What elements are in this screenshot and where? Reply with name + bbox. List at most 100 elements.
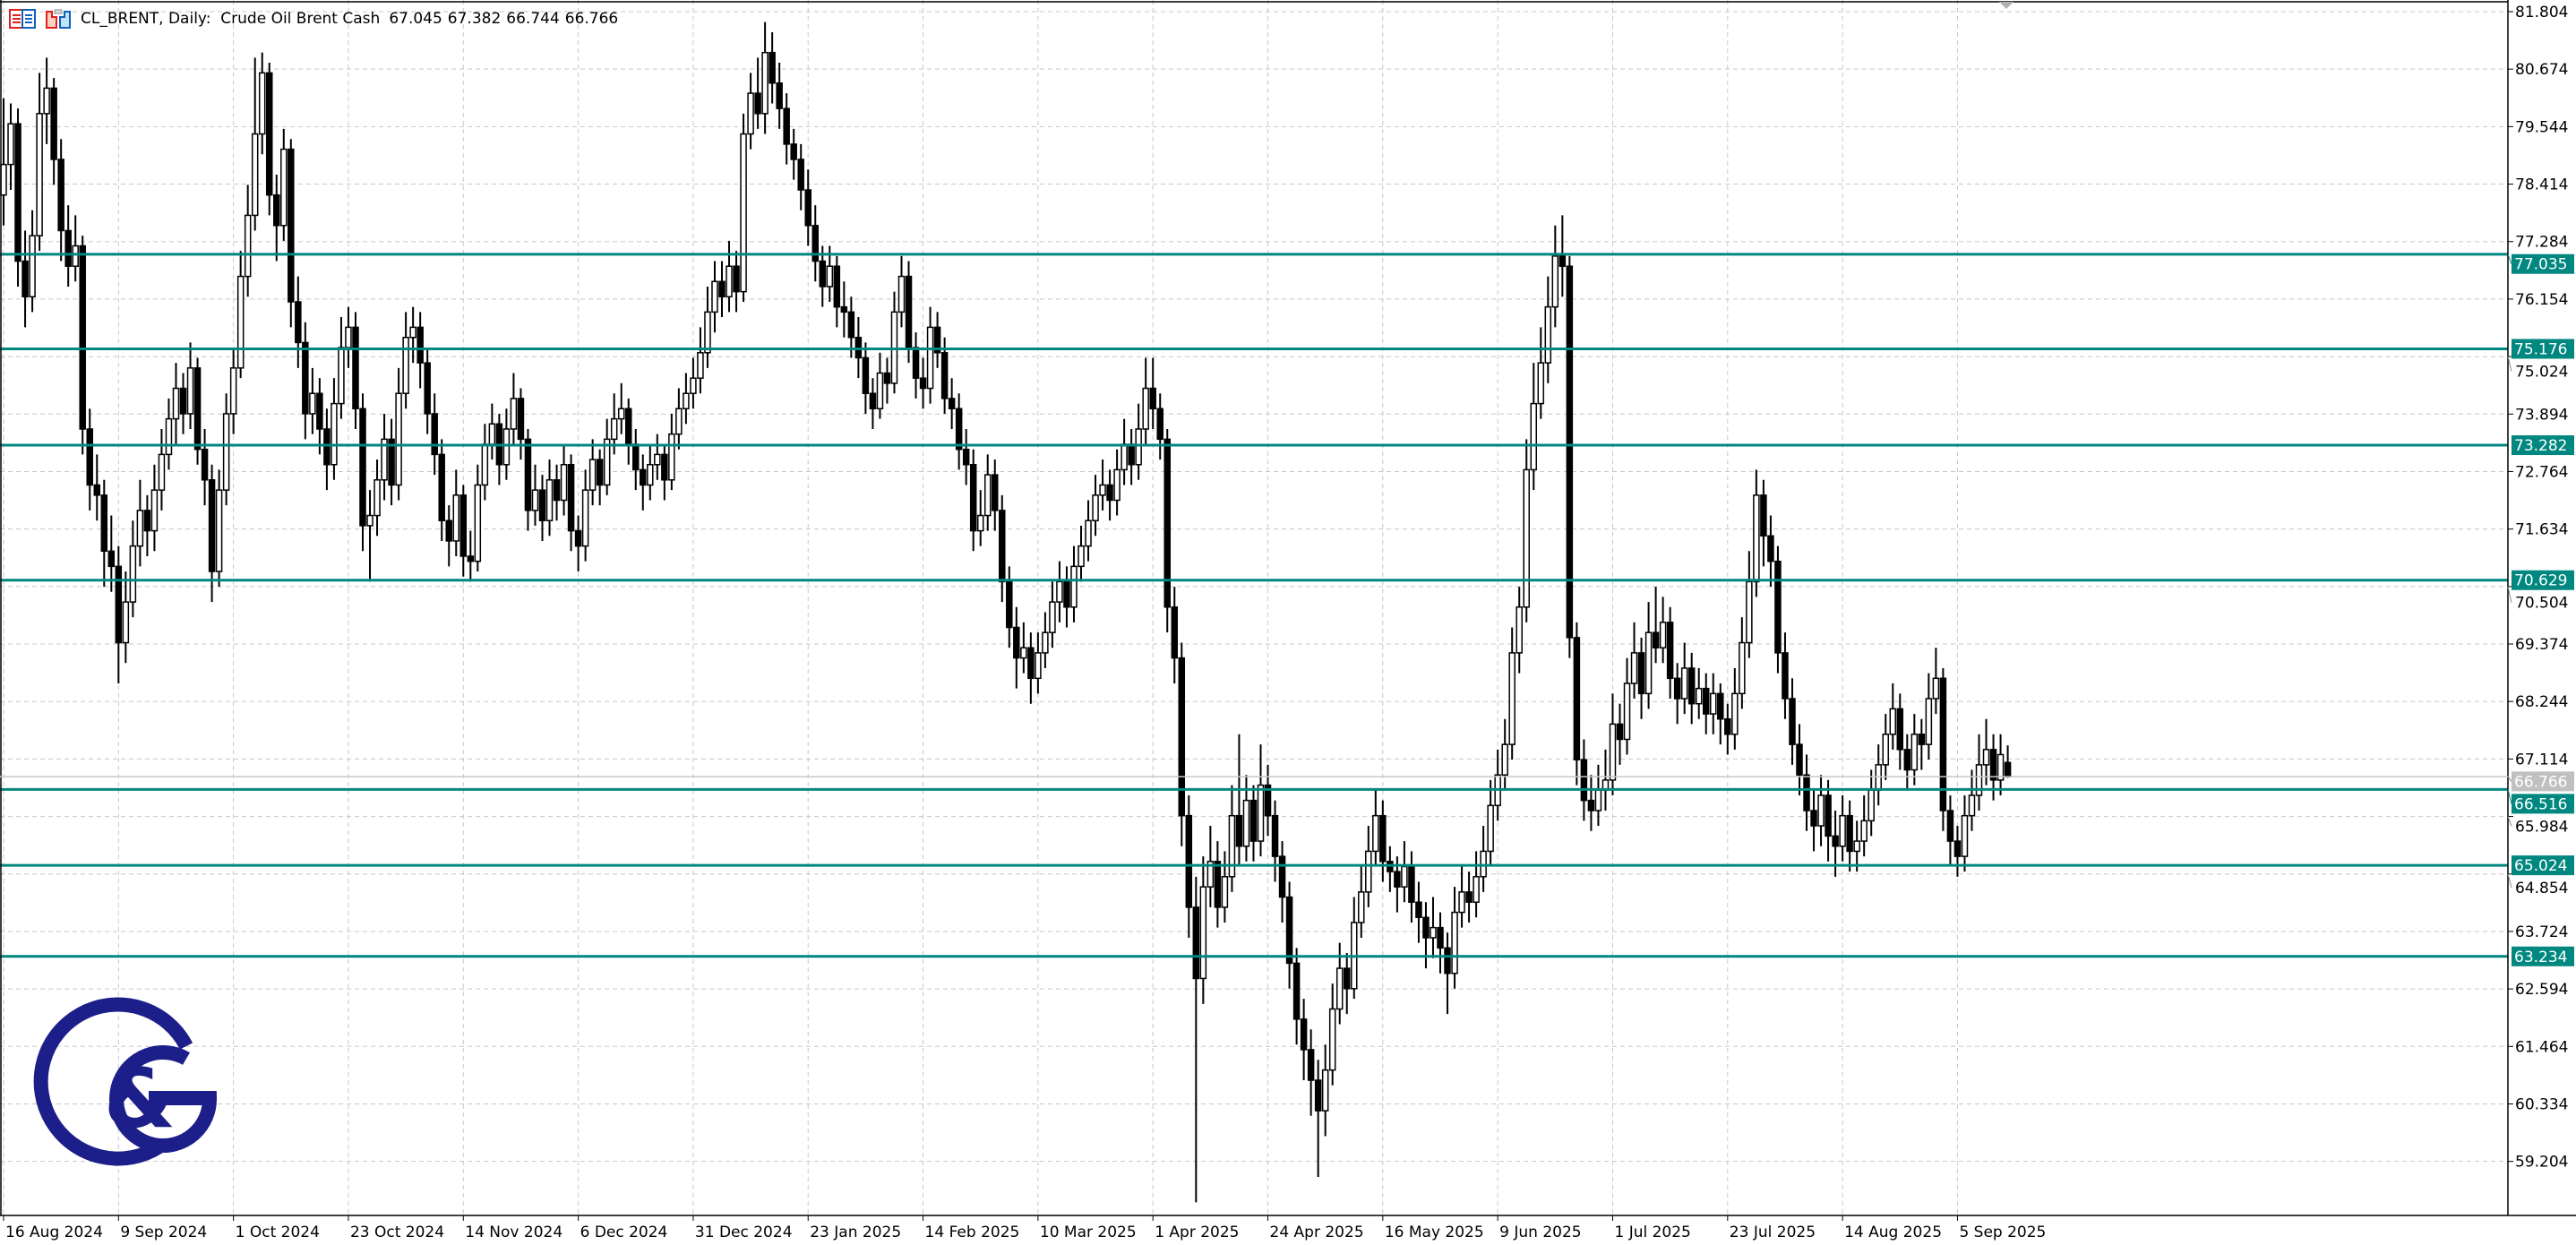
x-tick-label: 1 Jul 2025 [1614, 1224, 1690, 1241]
candle-body [395, 392, 402, 486]
candle-body [273, 193, 280, 227]
candle-body [1566, 265, 1574, 639]
candle [1422, 902, 1430, 969]
candle [1387, 846, 1394, 892]
candle [740, 113, 747, 302]
candle-body [1911, 734, 1919, 771]
candle [222, 393, 230, 506]
candle-body [1300, 1018, 1308, 1051]
candle [29, 210, 36, 313]
candle-body [969, 463, 977, 532]
level-label: 73.282 [2514, 437, 2567, 455]
candle-body [86, 428, 93, 486]
candle [704, 286, 711, 368]
level-label: 66.516 [2514, 795, 2567, 813]
candle [302, 322, 309, 440]
candle-body [381, 438, 388, 481]
y-tick-label: 60.334 [2515, 1095, 2568, 1113]
candle [1782, 632, 1789, 719]
level-label-bg [2512, 253, 2574, 274]
candle [1494, 749, 1501, 821]
candle-body [776, 82, 783, 109]
candle [1868, 769, 1875, 837]
candle-body [661, 453, 668, 481]
candle [776, 63, 783, 129]
candle [431, 393, 438, 476]
candle [1300, 999, 1308, 1081]
candle-body [1989, 749, 1997, 781]
candle-body [1782, 652, 1789, 700]
candle-body [215, 489, 223, 572]
candle-body [1013, 626, 1020, 659]
candle-body [1422, 916, 1430, 939]
y-tick-label: 69.374 [2515, 636, 2568, 654]
order-book-icon[interactable] [9, 9, 36, 29]
candle-body [1702, 687, 1710, 715]
candle [769, 31, 776, 104]
candle [862, 342, 870, 414]
candle [1242, 775, 1250, 862]
candle [581, 469, 589, 562]
candle [409, 306, 416, 364]
candle [1537, 327, 1545, 419]
one-click-trading-icon[interactable] [45, 9, 72, 29]
candle-body [632, 443, 640, 471]
candle [647, 444, 654, 501]
candle [1430, 897, 1437, 958]
candle [474, 464, 482, 572]
candle [640, 454, 647, 511]
candle [1473, 851, 1480, 918]
candle-body [1192, 906, 1200, 980]
candle [1796, 724, 1803, 795]
candle-body [107, 550, 116, 568]
candle-body [1846, 814, 1853, 853]
candle [1278, 841, 1286, 923]
candle [1630, 622, 1638, 700]
candle-body [1731, 692, 1739, 735]
y-tick-label: 67.114 [2515, 751, 2568, 768]
candle [567, 454, 575, 552]
candle-body [1221, 876, 1229, 908]
candle-body [1868, 789, 1875, 822]
candle [1063, 566, 1070, 628]
candle-body [1573, 637, 1581, 760]
candle-body [1767, 535, 1774, 562]
candle-body [150, 489, 159, 532]
candle [790, 128, 797, 180]
candle-body [933, 326, 941, 354]
candle [876, 352, 884, 419]
candle [57, 139, 64, 262]
candle-body [596, 459, 604, 486]
candle-body [467, 555, 475, 562]
candle-body [424, 362, 431, 415]
candle [1875, 744, 1882, 806]
candle-body [409, 326, 416, 339]
horizontal-levels[interactable] [0, 253, 2508, 958]
candle [761, 21, 769, 134]
candle [840, 281, 848, 338]
candle-body [1896, 708, 1904, 751]
candle-body [331, 402, 338, 466]
y-tick-label: 61.464 [2515, 1038, 2568, 1056]
candle-body [1458, 891, 1465, 914]
candle-body [1516, 606, 1523, 654]
candle-body [388, 438, 395, 486]
candle-body [1839, 814, 1846, 847]
y-tick-label: 62.594 [2515, 981, 2568, 999]
y-tick-label: 63.724 [2515, 923, 2568, 941]
candle [733, 251, 740, 313]
candle-body [617, 408, 625, 420]
candle [1178, 642, 1186, 846]
candle-body [1710, 692, 1717, 715]
candle [1235, 734, 1243, 867]
candle [1774, 545, 1782, 674]
candle-body [179, 387, 187, 415]
candle-body [1825, 794, 1832, 837]
candle [675, 388, 683, 450]
level-label-bg [2512, 946, 2574, 966]
candle-body [1637, 652, 1645, 695]
candle [574, 515, 582, 572]
candle-body [1408, 865, 1415, 903]
time-axis[interactable]: 16 Aug 2024 9 Sep 2024 1 Oct 2024 23 Oct 20… [3, 1215, 2046, 1241]
